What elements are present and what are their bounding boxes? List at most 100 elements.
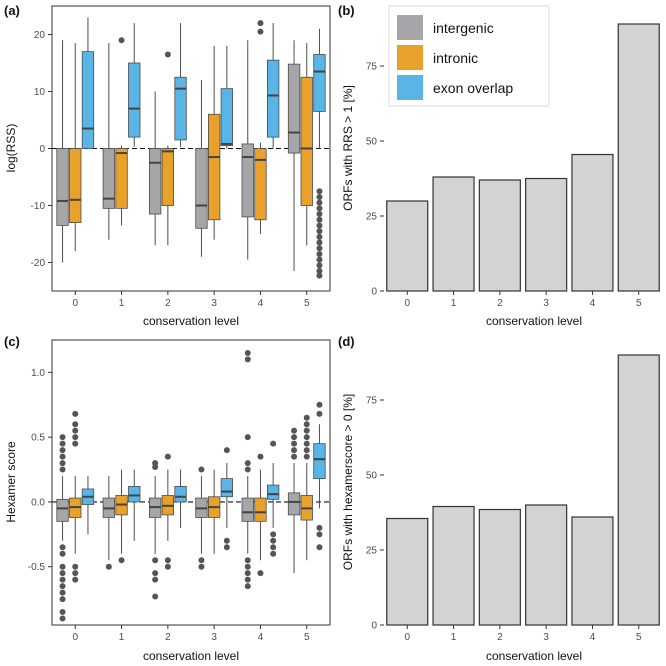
box-iqr [174,485,187,503]
outlier-point [316,211,323,218]
box-intronic-level-4 [254,453,267,577]
panel-b-x-title: conservation level [486,314,582,328]
x-tick-label: 0 [72,298,78,309]
outlier-point [72,576,79,583]
x-tick-label: 0 [72,632,78,643]
outlier-point [59,596,66,603]
box-iqr [81,51,95,149]
outlier-point [316,239,323,246]
outlier-point [59,583,66,590]
box-iqr [254,497,267,522]
panel-c: (c) -0.5 0.0 0.5 1.0 0 1 2 3 4 5 conservation le… [4,334,331,663]
box-intergenic-level-4 [241,349,254,590]
outlier-point [303,440,310,447]
y-tick-label: -20 [31,258,46,269]
outlier-point [164,563,171,570]
outlier-point [270,537,277,544]
panel-a-boxes [56,17,326,279]
box-iqr [254,148,267,221]
box-iqr [241,143,254,218]
panel-d-bars [386,354,660,626]
box-intergenic-level-5 [287,427,301,574]
panel-d-y-ticks: 0 25 50 75 [366,396,384,632]
outlier-point [257,28,264,35]
box-iqr [174,76,187,141]
box-intergenic-level-0 [56,434,69,622]
outlier-point [291,434,298,441]
box-iqr [115,148,128,209]
box-iqr [207,113,221,221]
outlier-point [244,466,251,473]
box-iqr [102,148,115,209]
x-tick-label: 4 [258,298,264,309]
outlier-point [291,447,298,454]
box-intergenic-level-2 [148,460,162,600]
outlier-point [59,544,66,551]
box-exon-overlap-level-2 [174,23,187,147]
outlier-point [257,20,264,27]
box-iqr [313,443,326,480]
y-tick-label: 0 [371,287,377,298]
outlier-point [59,609,66,616]
panel-a-y-title: log(RSS) [4,124,18,173]
outlier-point [223,447,230,454]
bar-level-3 [525,177,568,292]
y-tick-label: 20 [34,30,46,41]
box-iqr [313,54,326,112]
box-iqr [300,76,313,206]
outlier-point [244,434,251,441]
x-tick-label: 4 [258,632,264,643]
x-tick-label: 0 [404,632,410,643]
outlier-point [316,401,323,408]
outlier-point [270,531,277,538]
bar-level-4 [571,153,614,292]
x-tick-label: 4 [590,632,596,643]
bar-level-1 [432,176,475,292]
outlier-point [118,557,125,564]
panel-c-frame [51,339,331,626]
outlier-point [316,410,323,417]
y-tick-label: 10 [34,87,46,98]
outlier-point [303,421,310,428]
box-iqr [266,59,280,138]
outlier-point [72,440,79,447]
outlier-point [59,453,66,460]
outlier-point [152,576,159,583]
panel-b-bars [386,23,660,292]
outlier-point [316,216,323,223]
panel-c-label: (c) [4,334,20,349]
box-intergenic-level-1 [102,476,115,570]
box-iqr [241,497,254,522]
panel-b-x-ticks: 0 1 2 3 4 5 [404,291,642,309]
x-tick-label: 5 [304,632,310,643]
legend-swatch-intronic [397,45,423,70]
box-exon-overlap-level-5 [313,401,326,551]
legend-swatch-intergenic [397,15,423,40]
box-intronic-level-1 [115,469,128,564]
x-tick-label: 5 [636,632,642,643]
outlier-point [244,349,251,356]
panel-d-y-title: ORFs with hexamerscore > 0 [%] [341,394,355,570]
panel-a-y-ticks: -20 -10 0 10 20 [31,30,52,269]
box-intronic-level-0 [69,410,82,583]
bar-level-3 [525,504,568,626]
outlier-point [198,563,205,570]
outlier-point [291,453,298,460]
y-tick-label: -0.5 [28,562,46,573]
panel-c-boxes [56,349,326,622]
box-exon-overlap-level-4 [266,440,280,557]
x-tick-label: 1 [451,298,457,309]
box-iqr [56,498,69,522]
outlier-point [72,427,79,434]
box-iqr [220,478,234,498]
box-exon-overlap-level-4 [266,23,280,149]
bar-level-1 [432,505,475,626]
y-tick-label: 0 [39,144,45,155]
x-tick-label: 3 [543,632,549,643]
outlier-point [316,256,323,263]
outlier-point [59,563,66,570]
box-intronic-level-2 [161,453,175,570]
outlier-point [303,427,310,434]
outlier-point [316,245,323,252]
outlier-point [316,250,323,257]
